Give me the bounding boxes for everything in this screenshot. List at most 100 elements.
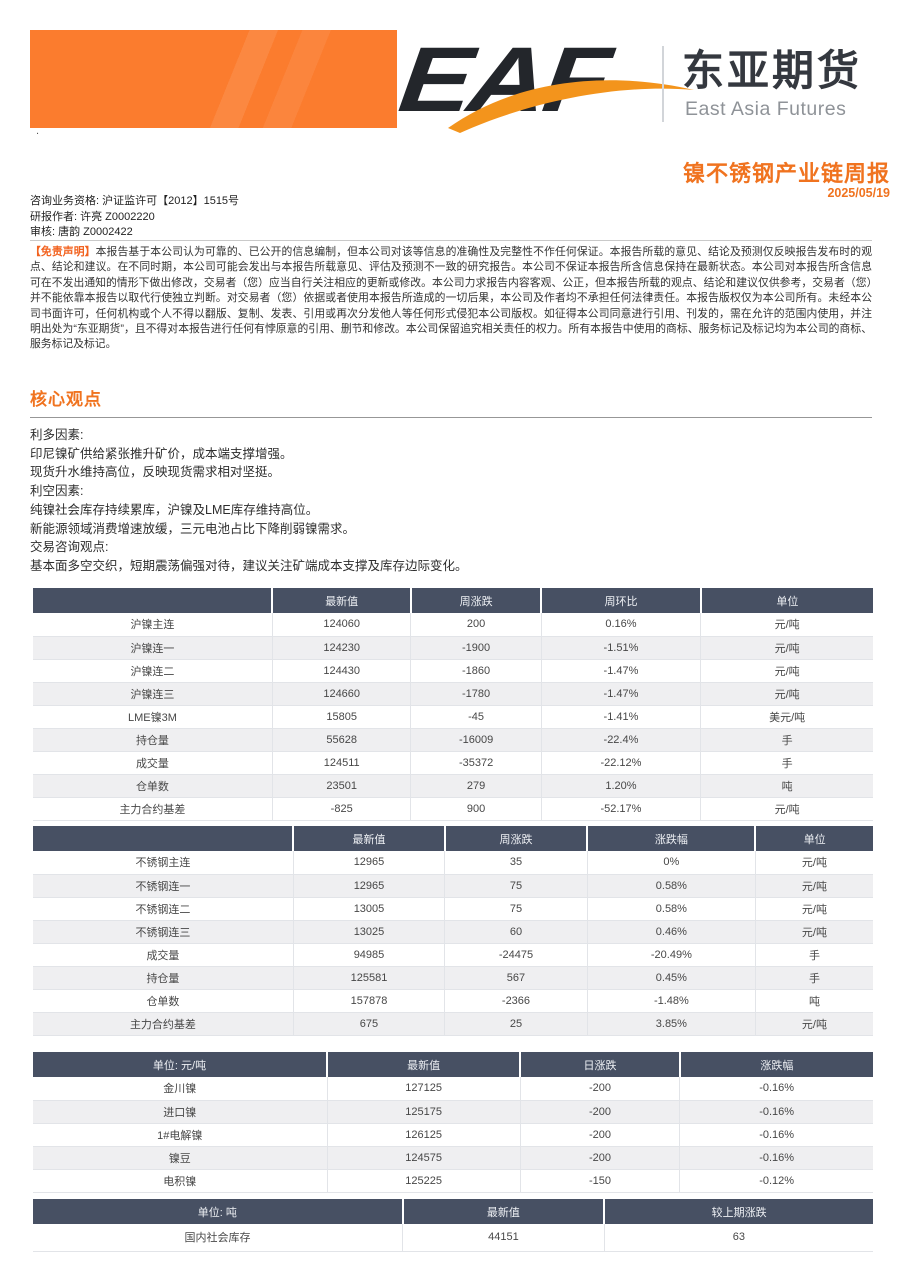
credentials-block: 咨询业务资格: 沪证监许可【2012】1515号 研报作者: 许亮 Z00022… — [30, 194, 239, 241]
table-cell: 元/吨 — [700, 682, 873, 706]
brand-banner — [30, 30, 397, 128]
table-cell: 元/吨 — [700, 613, 873, 637]
column-header: 最新值 — [271, 588, 411, 613]
credential-reviewer: 审核: 唐韵 Z0002422 — [30, 226, 133, 238]
section-divider — [30, 417, 872, 418]
table-cell: -1.41% — [540, 705, 702, 729]
table-cell: 沪镍连一 — [33, 636, 273, 660]
table-cell: 吨 — [754, 989, 873, 1013]
column-header: 周涨跌 — [443, 826, 588, 851]
table-cell: 元/吨 — [754, 1012, 873, 1036]
table-cell: 主力合约基差 — [33, 797, 273, 821]
table-cell: 60 — [444, 920, 588, 944]
table-cell: 1#电解镍 — [33, 1123, 328, 1147]
table-cell: 手 — [754, 966, 873, 990]
table-cell: 沪镍主连 — [33, 613, 273, 637]
disclaimer-text: 本报告基于本公司认为可靠的、已公开的信息编制，但本公司对该等信息的准确性及完整性… — [30, 246, 872, 351]
table-row: 主力合约基差 675 25 3.85% 元/吨 — [33, 1012, 873, 1036]
table-cell: 不锈钢连一 — [33, 874, 294, 898]
table-cell: 0.45% — [586, 966, 756, 990]
column-header: 最新值 — [325, 1052, 521, 1077]
table-cell: 127125 — [326, 1077, 521, 1101]
table-cell: 手 — [700, 728, 873, 752]
table-cell: 0% — [586, 851, 756, 875]
table-cell: 900 — [410, 797, 542, 821]
table-cell: -825 — [271, 797, 412, 821]
table-cell: 进口镍 — [33, 1100, 328, 1124]
table-cell: 3.85% — [586, 1012, 756, 1036]
table-cell: 75 — [444, 897, 588, 921]
table-cell: -35372 — [410, 751, 542, 775]
column-header: 单位: 元/吨 — [33, 1052, 327, 1077]
table-header-row: 单位: 吨最新值 较上期涨跌 — [33, 1199, 873, 1224]
table-cell: 沪镍连三 — [33, 682, 273, 706]
table-cell: 23501 — [271, 774, 412, 798]
table-row: 持仓量 55628 -16009 -22.4% 手 — [33, 728, 873, 752]
table-row: 金川镍 127125 -200 -0.16% — [33, 1077, 873, 1101]
table-cell: 仓单数 — [33, 989, 294, 1013]
table-row: 沪镍连三 124660 -1780 -1.47% 元/吨 — [33, 682, 873, 706]
table-cell: 成交量 — [33, 751, 273, 775]
table-cell: 沪镍连二 — [33, 659, 273, 683]
table-cell: 124230 — [271, 636, 412, 660]
table-cell: 94985 — [292, 943, 446, 967]
table-row: 成交量 94985 -24475 -20.49% 手 — [33, 943, 873, 967]
core-line: 现货升水维持高位，反映现货需求相对坚挺。 — [30, 465, 281, 480]
disclaimer-label: 【免责声明】 — [30, 246, 96, 258]
table-cell: 15805 — [271, 705, 412, 729]
table-cell: 元/吨 — [754, 897, 873, 921]
stainless-steel-table: 最新值 周涨跌 涨跌幅 单位 不锈钢主连 12965 35 0% 元/吨 不锈钢连一 12965 75… — [33, 826, 873, 1036]
table-cell: 124060 — [271, 613, 412, 637]
table-cell: -200 — [519, 1123, 681, 1147]
table-cell: 126125 — [326, 1123, 521, 1147]
table-cell: -0.16% — [679, 1146, 873, 1170]
table-cell: -2366 — [444, 989, 588, 1013]
logo-swoosh-icon — [448, 80, 694, 133]
column-header: 单位: 吨 — [33, 1199, 403, 1224]
table-cell: -0.16% — [679, 1100, 873, 1124]
table-row: 沪镍连二 124430 -1860 -1.47% 元/吨 — [33, 659, 873, 683]
table-cell: -52.17% — [540, 797, 702, 821]
table-cell: 元/吨 — [700, 659, 873, 683]
column-header: 涨跌幅 — [678, 1052, 873, 1077]
table-cell: 成交量 — [33, 943, 294, 967]
table-cell: 持仓量 — [33, 966, 294, 990]
core-line: 交易咨询观点: — [30, 540, 109, 555]
table-cell: 镍豆 — [33, 1146, 328, 1170]
table-cell: 不锈钢连三 — [33, 920, 294, 944]
table-row: LME镍3M 15805 -45 -1.41% 美元/吨 — [33, 705, 873, 729]
column-header: 单位 — [699, 588, 873, 613]
table-cell: 0.46% — [586, 920, 756, 944]
core-line: 基本面多空交织，短期震荡偏强对待，建议关注矿端成本支撑及库存边际变化。 — [30, 558, 468, 573]
shfe-nickel-table: 最新值 周涨跌 周环比 单位 沪镍主连 124060 200 0.16% 元/吨 沪镍连一 1242… — [33, 588, 873, 821]
table-cell: 200 — [410, 613, 542, 637]
column-header: 较上期涨跌 — [603, 1199, 873, 1224]
column-header: 最新值 — [401, 1199, 605, 1224]
table-row: 仓单数 23501 279 1.20% 吨 — [33, 774, 873, 798]
table-row: 国内社会库存 44151 63 — [33, 1224, 873, 1252]
inventory-table: 单位: 吨最新值 较上期涨跌 国内社会库存 44151 63 — [33, 1199, 873, 1252]
core-line: 新能源领域消费增速放缓，三元电池占比下降削弱镍需求。 — [30, 521, 356, 536]
table-cell: -0.16% — [679, 1077, 873, 1101]
table-cell: -1.48% — [586, 989, 756, 1013]
logo-divider — [662, 46, 664, 122]
table-cell: -1.47% — [540, 682, 702, 706]
table-cell: 0.58% — [586, 874, 756, 898]
table-cell: 国内社会库存 — [33, 1224, 404, 1252]
table-cell: 675 — [292, 1012, 446, 1036]
table-cell: 13005 — [292, 897, 446, 921]
table-cell: 63 — [603, 1224, 873, 1252]
report-date: 2025/05/19 — [827, 186, 890, 200]
table-cell: 主力合约基差 — [33, 1012, 294, 1036]
table-cell: 金川镍 — [33, 1077, 328, 1101]
table-cell: -22.12% — [540, 751, 702, 775]
column-header — [33, 588, 273, 613]
table-cell: 仓单数 — [33, 774, 273, 798]
table-cell: 279 — [410, 774, 542, 798]
credential-author: 研报作者: 许亮 Z0002220 — [30, 210, 155, 223]
table-row: 不锈钢连三 13025 60 0.46% 元/吨 — [33, 920, 873, 944]
table-cell: 电积镍 — [33, 1169, 328, 1193]
core-line: 印尼镍矿供给紧张推升矿价，成本端支撑增强。 — [30, 446, 293, 461]
table-cell: 12965 — [292, 851, 446, 875]
brand-name-english: East Asia Futures — [685, 98, 847, 120]
